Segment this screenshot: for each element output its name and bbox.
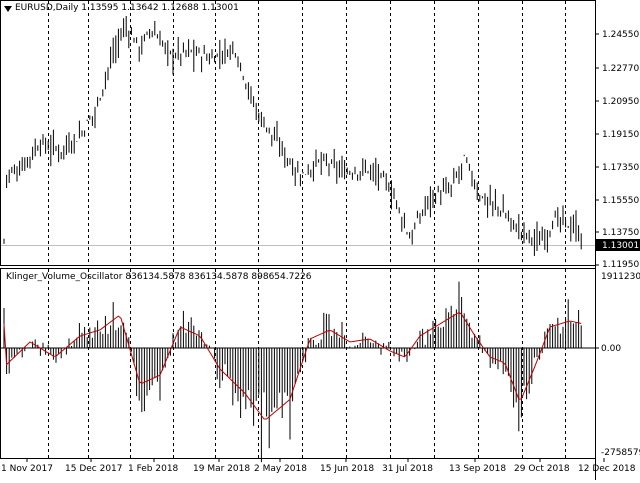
time-label: 19 Mar 2018	[193, 464, 250, 474]
oscillator-axis: 1911230.2 0.00 -2758579	[595, 272, 640, 458]
oscillator-signal-line	[3, 311, 582, 420]
price-tick: 1.15550	[602, 196, 639, 206]
osc-tick: 0.00	[601, 344, 621, 354]
oscillator-value: 898654.7226	[251, 272, 312, 282]
price-tick: 1.11950	[602, 260, 639, 270]
symbol: EURUSD	[15, 3, 53, 13]
oscillator-header: Klinger_Volume_Oscillator 836134.5878 83…	[6, 272, 312, 282]
time-label: 15 Dec 2017	[65, 464, 123, 474]
time-label: 1 Feb 2018	[128, 464, 179, 474]
chart-header: EURUSD,Daily 1.13595 1.13642 1.12688 1.1…	[15, 3, 239, 13]
time-axis: 1 Nov 2017 15 Dec 2017 1 Feb 2018 19 Mar 20…	[1, 458, 636, 474]
price-tick: 1.20950	[602, 97, 639, 107]
price-tick: 1.13750	[602, 228, 639, 238]
current-price-label: 1.13001	[602, 241, 639, 251]
price-axis: 1.24550 1.22770 1.20950 1.19150 1.17350 …	[595, 30, 639, 270]
price-pane[interactable]	[0, 0, 596, 266]
time-label: 15 Jun 2018	[320, 464, 374, 474]
osc-tick: 1911230.2	[601, 272, 640, 282]
ohlc-open: 1.13595	[81, 3, 119, 13]
vertical-grid	[48, 1, 566, 458]
price-tick: 1.24550	[602, 30, 639, 40]
time-label: 31 Jul 2018	[382, 464, 433, 474]
price-bars	[3, 16, 582, 256]
oscillator-histogram	[1, 281, 595, 463]
time-label: 2 May 2018	[254, 464, 307, 474]
time-label: 13 Sep 2018	[449, 464, 506, 474]
price-tick: 1.19150	[602, 130, 639, 140]
chart-menu-arrow-icon[interactable]	[4, 6, 12, 12]
ohlc-close: 1.13001	[201, 3, 239, 13]
oscillator-value: 836134.5878	[188, 272, 249, 282]
oscillator-value: 836134.5878	[125, 272, 186, 282]
time-label: 1 Nov 2017	[1, 464, 53, 474]
time-label: 12 Dec 2018	[578, 464, 636, 474]
oscillator-name: Klinger_Volume_Oscillator	[6, 272, 123, 282]
osc-tick: -2758579	[601, 448, 640, 458]
current-price-badge	[596, 239, 640, 251]
timeframe: Daily	[55, 3, 79, 13]
price-tick: 1.22770	[602, 64, 639, 74]
ohlc-high: 1.13642	[121, 3, 159, 13]
time-label: 29 Oct 2018	[514, 464, 570, 474]
ohlc-low: 1.12688	[161, 3, 199, 13]
price-tick: 1.17350	[602, 163, 639, 173]
